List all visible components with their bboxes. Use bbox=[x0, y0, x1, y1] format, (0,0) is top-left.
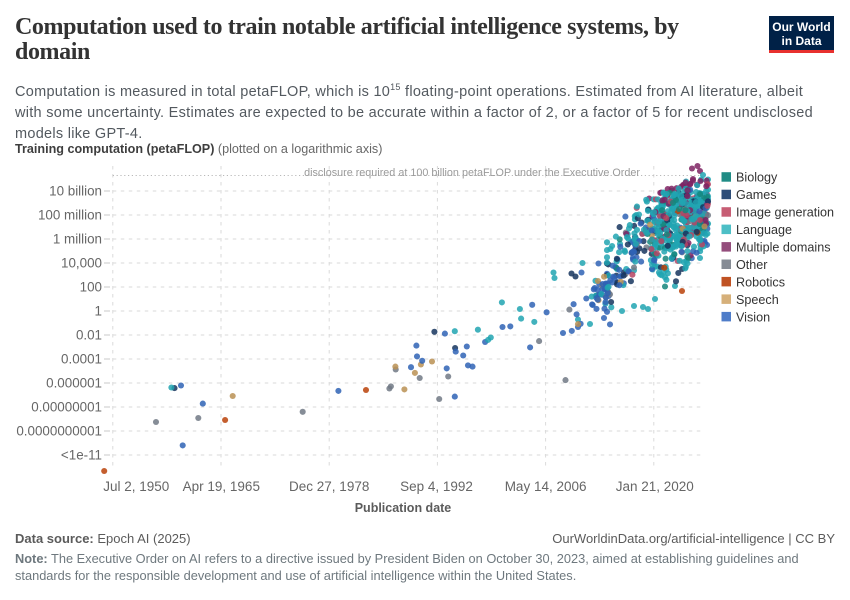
svg-text:Jan 21, 2020: Jan 21, 2020 bbox=[616, 479, 694, 494]
svg-text:Sep 4, 1992: Sep 4, 1992 bbox=[400, 479, 473, 494]
svg-text:0.00000001: 0.00000001 bbox=[31, 400, 102, 415]
svg-text:10 billion: 10 billion bbox=[49, 184, 102, 199]
svg-text:Biology: Biology bbox=[736, 171, 778, 185]
svg-text:0.01: 0.01 bbox=[76, 328, 102, 343]
svg-text:0.0000000001: 0.0000000001 bbox=[16, 424, 102, 439]
svg-text:0.0001: 0.0001 bbox=[61, 352, 102, 367]
svg-text:0.000001: 0.000001 bbox=[46, 376, 102, 391]
svg-text:1: 1 bbox=[95, 304, 102, 319]
svg-text:May 14, 2006: May 14, 2006 bbox=[505, 479, 587, 494]
svg-text:Other: Other bbox=[736, 258, 768, 272]
svg-text:Vision: Vision bbox=[736, 310, 770, 324]
svg-text:10,000: 10,000 bbox=[61, 256, 102, 271]
svg-text:Language: Language bbox=[736, 223, 792, 237]
svg-text:Speech: Speech bbox=[736, 293, 779, 307]
svg-text:Games: Games bbox=[736, 188, 777, 202]
svg-text:Image generation: Image generation bbox=[736, 206, 834, 220]
svg-text:Jul 2, 1950: Jul 2, 1950 bbox=[103, 479, 169, 494]
svg-text:Multiple domains: Multiple domains bbox=[736, 241, 831, 255]
svg-text:disclosure required at 100 bil: disclosure required at 100 billion petaF… bbox=[304, 167, 640, 179]
svg-text:Publication date: Publication date bbox=[355, 501, 452, 515]
svg-text:Dec 27, 1978: Dec 27, 1978 bbox=[289, 479, 369, 494]
svg-text:100: 100 bbox=[80, 280, 102, 295]
svg-text:<1e-11: <1e-11 bbox=[61, 448, 102, 463]
svg-text:100 million: 100 million bbox=[38, 208, 102, 223]
svg-text:Robotics: Robotics bbox=[736, 275, 785, 289]
svg-text:1 million: 1 million bbox=[53, 232, 102, 247]
svg-text:Apr 19, 1965: Apr 19, 1965 bbox=[183, 479, 260, 494]
